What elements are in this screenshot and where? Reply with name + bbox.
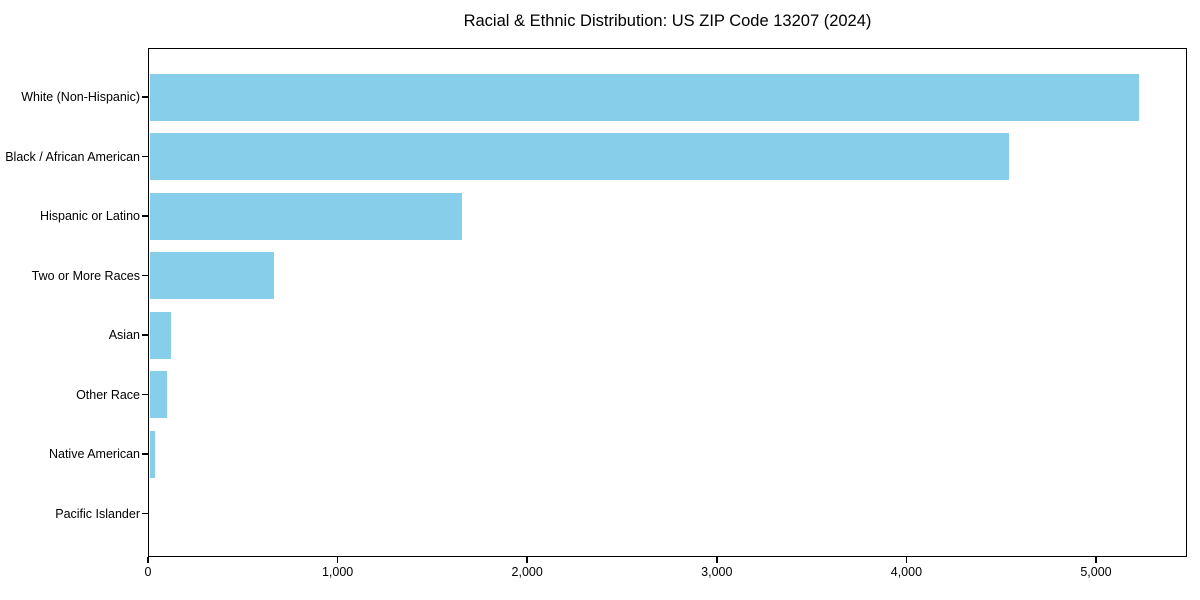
x-tick-mark — [1095, 557, 1097, 563]
x-tick-label: 4,000 — [890, 565, 923, 579]
y-tick-mark — [142, 215, 148, 217]
y-tick-label: Asian — [108, 328, 140, 342]
y-tick-label: Pacific Islander — [55, 506, 140, 521]
y-tick-mark — [142, 512, 148, 515]
bar-two-or-more-races — [149, 252, 274, 299]
x-tick-label: 3,000 — [701, 565, 733, 579]
bar-white-non-hispanic — [149, 73, 1140, 121]
chart-title: Racial & Ethnic Distribution: US ZIP Cod… — [463, 12, 872, 30]
x-tick-label: 0 — [144, 565, 152, 579]
y-tick-label: Native American — [48, 447, 140, 461]
x-tick-mark — [905, 557, 908, 563]
x-tick-mark — [147, 557, 149, 563]
plot-area — [148, 48, 1187, 557]
x-tick-mark — [716, 557, 718, 563]
x-tick-label: 2,000 — [511, 565, 543, 579]
bar-black-african-american — [149, 133, 1010, 180]
y-tick-label: Two or More Races — [31, 268, 140, 283]
bar-native-american — [149, 430, 156, 478]
bar-hispanic-or-latino — [149, 192, 463, 240]
y-tick-label: Hispanic or Latino — [39, 209, 140, 223]
y-tick-mark — [142, 96, 148, 98]
bar-other-race — [149, 371, 167, 418]
x-tick-label: 5,000 — [1080, 565, 1112, 579]
y-tick-mark — [142, 334, 148, 336]
y-tick-mark — [142, 393, 148, 396]
x-tick-mark — [526, 557, 528, 563]
bar-asian — [149, 311, 172, 359]
y-tick-label: Other Race — [76, 387, 140, 402]
y-tick-mark — [142, 155, 148, 158]
x-tick-mark — [336, 557, 339, 563]
x-tick-label: 1,000 — [321, 565, 354, 579]
y-tick-label: Black / African American — [5, 149, 140, 164]
y-tick-mark — [142, 453, 148, 455]
y-tick-mark — [142, 274, 148, 277]
y-tick-label: White (Non-Hispanic) — [21, 90, 140, 104]
